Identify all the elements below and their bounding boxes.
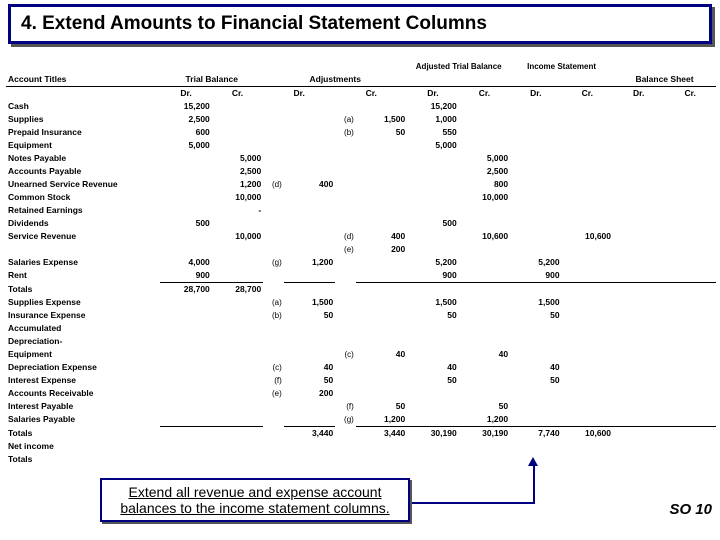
- table-row: Accounts Payable2,5002,500: [6, 165, 716, 178]
- slide-title: 4. Extend Amounts to Financial Statement…: [8, 4, 712, 44]
- col-adjusted: Adjusted Trial Balance: [407, 60, 510, 73]
- table-row: (e)200: [6, 243, 716, 256]
- col-account: Account Titles: [6, 73, 160, 87]
- table-row: Retained Earnings-: [6, 204, 716, 217]
- dr-label: Dr.: [160, 87, 211, 101]
- worksheet-table: Adjusted Trial Balance Income Statement …: [6, 60, 716, 466]
- table-row: Interest Expense(f)505050: [6, 374, 716, 387]
- table-row: Supplies2,500(a)1,5001,000: [6, 113, 716, 126]
- table-header: Adjusted Trial Balance Income Statement …: [6, 60, 716, 100]
- cr-label: Cr.: [212, 87, 263, 101]
- table-row: Unearned Service Revenue1,200(d)400800: [6, 178, 716, 191]
- table-body: Cash15,20015,200Supplies2,500(a)1,5001,0…: [6, 100, 716, 466]
- table-row: Supplies Expense(a)1,5001,5001,500: [6, 296, 716, 309]
- table-row: Equipment5,0005,000: [6, 139, 716, 152]
- table-row: Equipment(c)4040: [6, 348, 716, 361]
- table-row: Totals28,70028,700: [6, 283, 716, 297]
- callout-box: Extend all revenue and expense account b…: [100, 478, 410, 522]
- col-income: Income Statement: [510, 60, 613, 73]
- table-row: Prepaid Insurance600(b)50550: [6, 126, 716, 139]
- col-trial: Trial Balance: [160, 73, 263, 87]
- table-row: Dividends500500: [6, 217, 716, 230]
- arrow-head-icon: [528, 457, 538, 466]
- table-row: Net income: [6, 440, 716, 453]
- table-row: Insurance Expense(b)505050: [6, 309, 716, 322]
- col-adj: Adjustments: [263, 73, 407, 87]
- table-row: Salaries Payable(g)1,2001,200: [6, 413, 716, 427]
- table-row: Accumulated: [6, 322, 716, 335]
- table-row: Rent900900900: [6, 269, 716, 283]
- table-row: Cash15,20015,200: [6, 100, 716, 113]
- table-row: Depreciation Expense(c)404040: [6, 361, 716, 374]
- table-row: Interest Payable(f)5050: [6, 400, 716, 413]
- arrow-connector: [533, 464, 535, 504]
- col-balance: Balance Sheet: [613, 73, 716, 87]
- slide-number: SO 10: [669, 501, 712, 518]
- table-row: Depreciation-: [6, 335, 716, 348]
- arrow-connector: [410, 502, 535, 504]
- table-row: Notes Payable5,0005,000: [6, 152, 716, 165]
- table-row: Totals3,4403,44030,19030,1907,74010,600: [6, 427, 716, 441]
- table-row: Totals: [6, 453, 716, 466]
- table-row: Salaries Expense4,000(g)1,2005,2005,200: [6, 256, 716, 269]
- table-row: Accounts Receivable(e)200: [6, 387, 716, 400]
- table-row: Common Stock10,00010,000: [6, 191, 716, 204]
- table-row: Service Revenue10,000(d)40010,60010,600: [6, 230, 716, 243]
